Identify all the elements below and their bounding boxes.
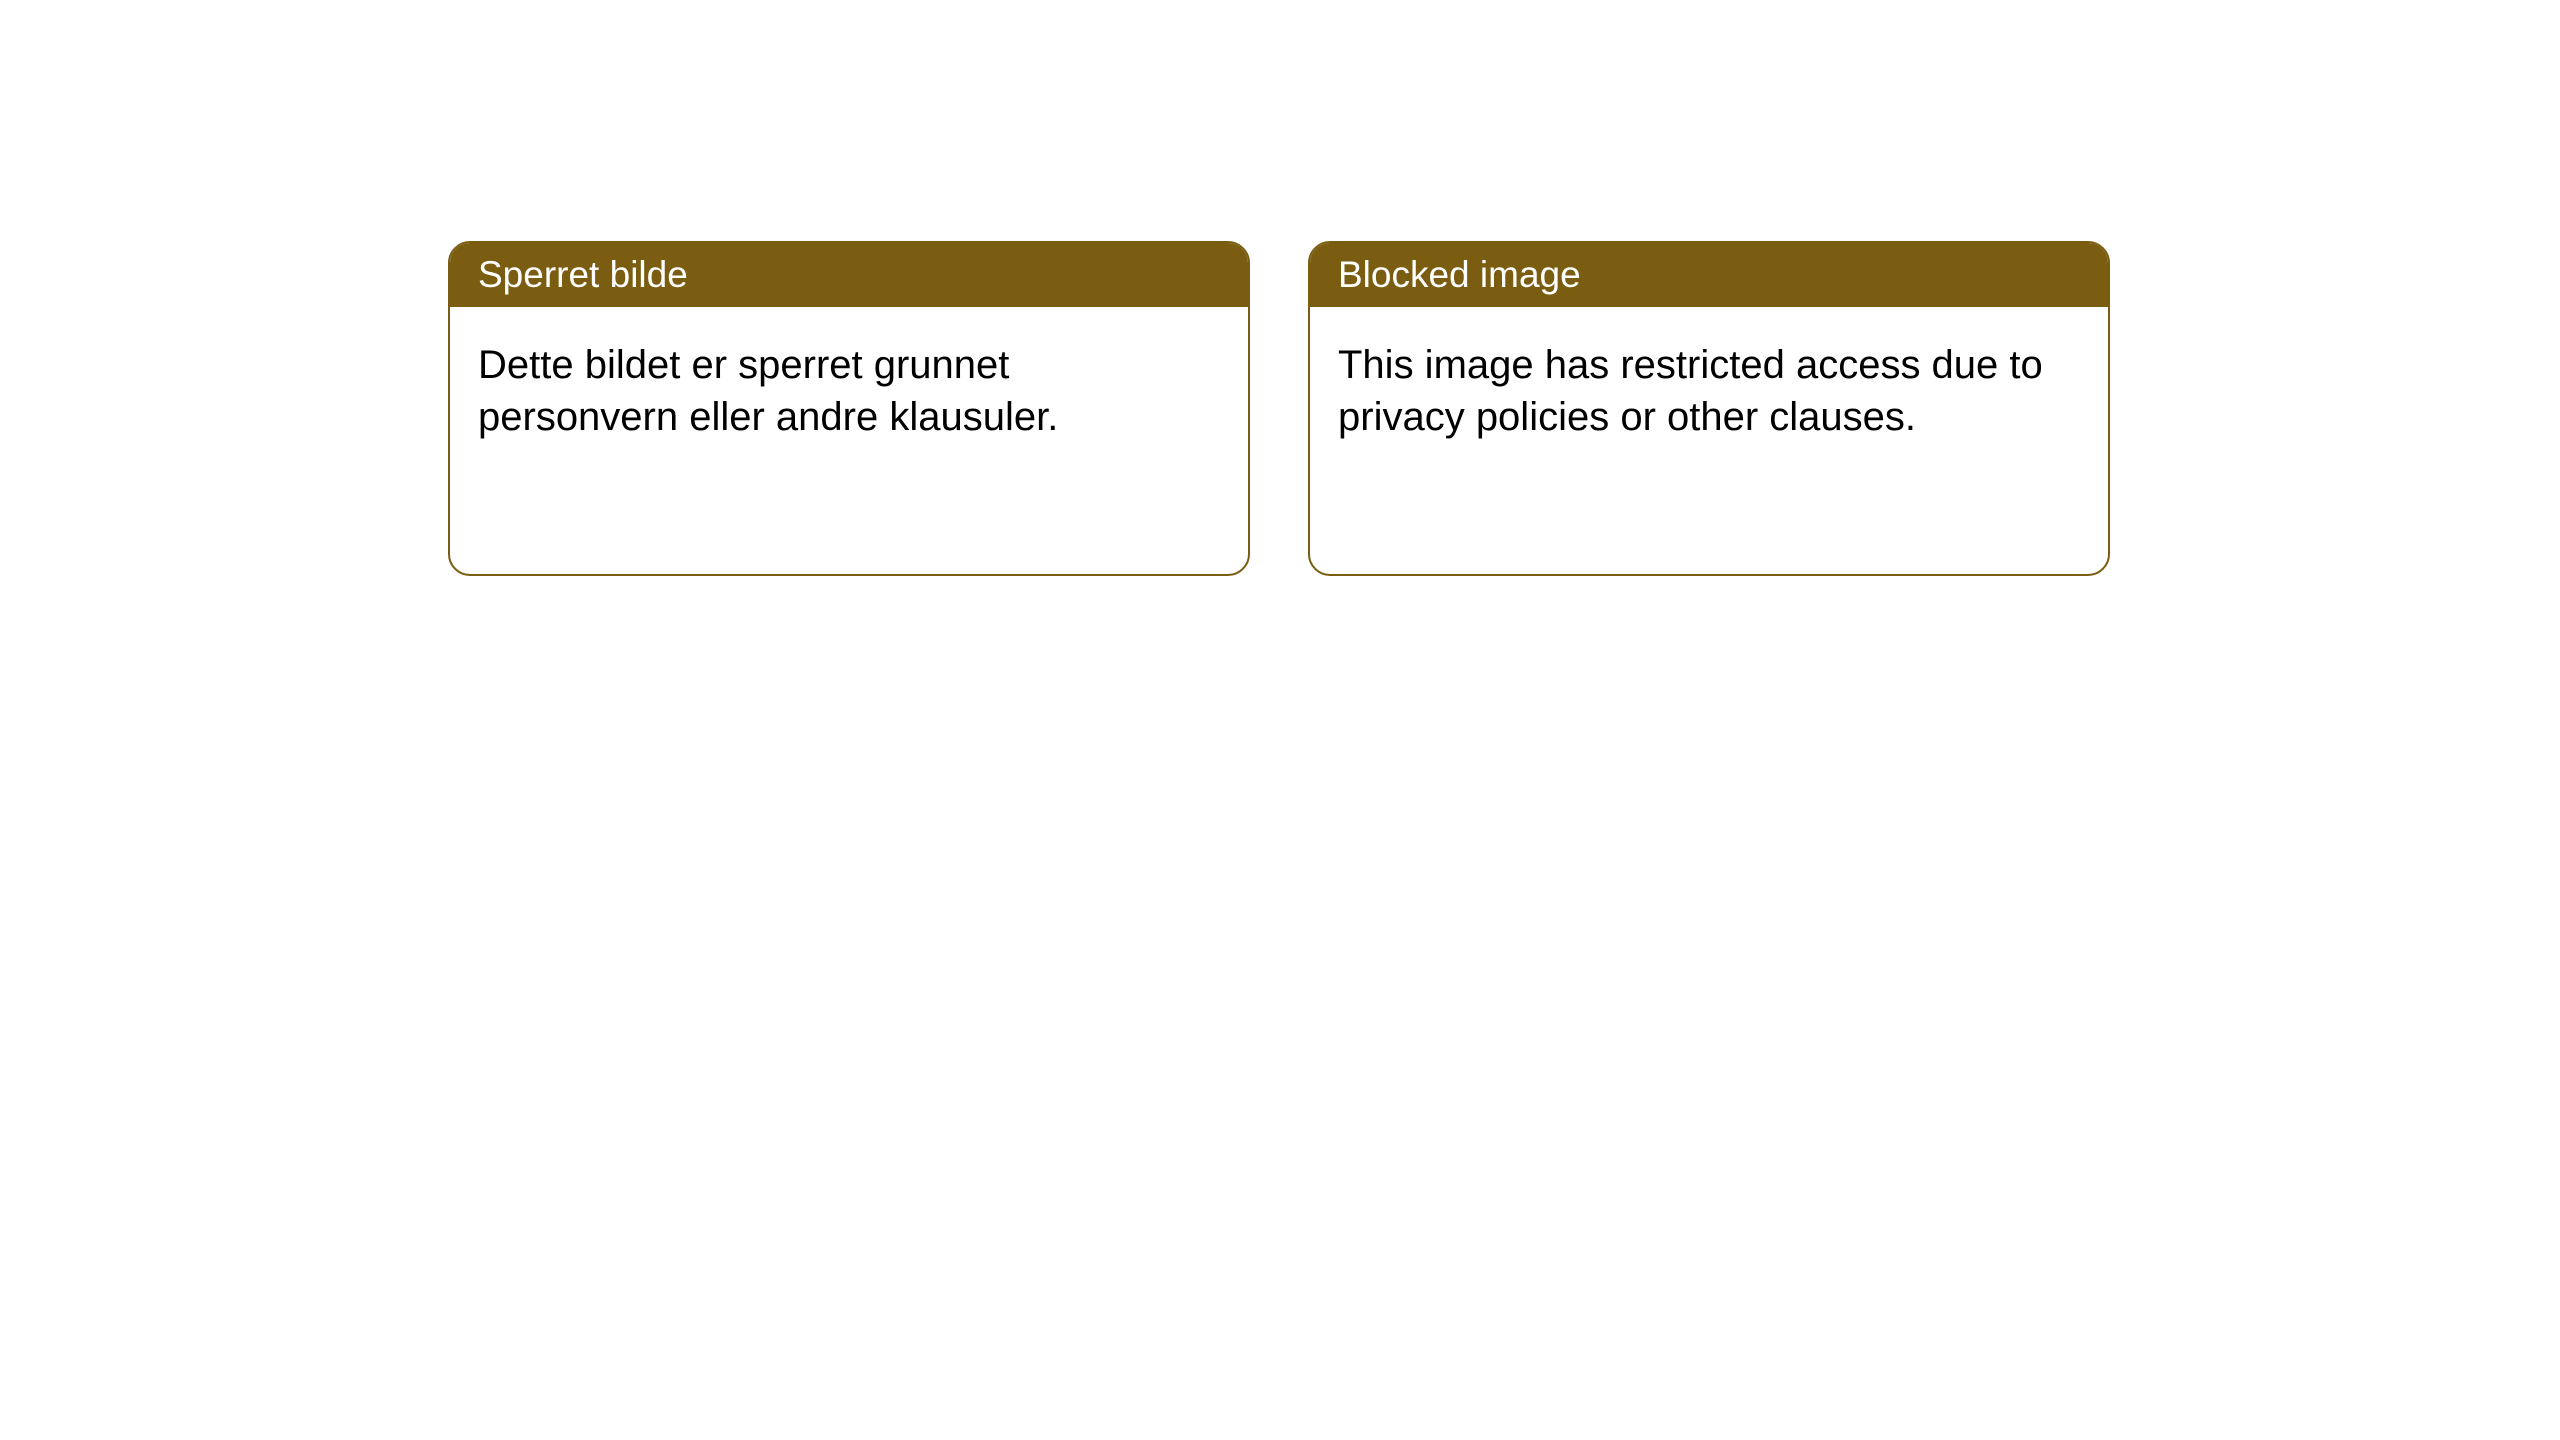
blocked-image-card-english: Blocked image This image has restricted … <box>1308 241 2110 576</box>
card-body-text: This image has restricted access due to … <box>1338 343 2043 439</box>
cards-container: Sperret bilde Dette bildet er sperret gr… <box>0 0 2560 576</box>
blocked-image-card-norwegian: Sperret bilde Dette bildet er sperret gr… <box>448 241 1250 576</box>
card-title: Blocked image <box>1338 254 1581 295</box>
card-title: Sperret bilde <box>478 254 688 295</box>
card-header: Sperret bilde <box>450 243 1248 307</box>
card-body: Dette bildet er sperret grunnet personve… <box>450 307 1248 475</box>
card-body-text: Dette bildet er sperret grunnet personve… <box>478 343 1058 439</box>
card-header: Blocked image <box>1310 243 2108 307</box>
card-body: This image has restricted access due to … <box>1310 307 2108 475</box>
